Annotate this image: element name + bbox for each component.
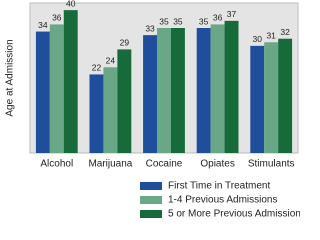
bar <box>157 28 171 153</box>
legend-label: 1-4 Previous Admissions <box>168 195 278 206</box>
x-tick-label: Cocaine <box>146 159 183 170</box>
value-label: 35 <box>199 16 209 26</box>
value-label: 40 <box>66 0 76 8</box>
legend-swatch <box>140 182 162 190</box>
legend-label: First Time in Treatment <box>168 181 270 192</box>
value-label: 30 <box>253 34 263 44</box>
value-label: 36 <box>52 13 62 23</box>
value-label: 35 <box>173 16 183 26</box>
value-label: 32 <box>280 27 290 37</box>
bar <box>49 24 64 153</box>
bar <box>210 24 225 153</box>
value-label: 36 <box>213 13 223 23</box>
value-label: 31 <box>266 31 276 41</box>
bar <box>264 42 279 153</box>
bar <box>196 28 211 153</box>
bar <box>117 49 132 153</box>
value-label: 37 <box>227 9 237 19</box>
x-tick-label: Opiates <box>200 159 234 170</box>
legend-swatch <box>140 210 162 218</box>
value-label: 22 <box>92 63 102 73</box>
chart: Age at Admission Alcohol 34 36 40 Marijuana 2… <box>5 0 300 220</box>
value-label: 33 <box>145 23 155 33</box>
legend-label: 5 or More Previous Admissions <box>168 209 300 220</box>
value-label: 35 <box>159 16 169 26</box>
x-tick-label: Alcohol <box>40 159 73 170</box>
x-tick-label: Marijuana <box>88 159 132 170</box>
bar <box>278 38 293 153</box>
value-label: 24 <box>106 56 116 66</box>
bar <box>63 10 78 154</box>
bar <box>170 28 185 153</box>
bar <box>143 35 158 154</box>
bar <box>89 74 104 153</box>
bar <box>224 20 239 153</box>
value-label: 29 <box>120 38 130 48</box>
legend-swatch <box>140 196 162 204</box>
bar <box>35 31 50 154</box>
value-label: 34 <box>38 20 48 30</box>
bar <box>250 45 265 153</box>
x-tick-label: Stimulants <box>248 159 295 170</box>
y-axis-label: Age at Admission <box>5 39 16 116</box>
bar <box>103 67 118 153</box>
